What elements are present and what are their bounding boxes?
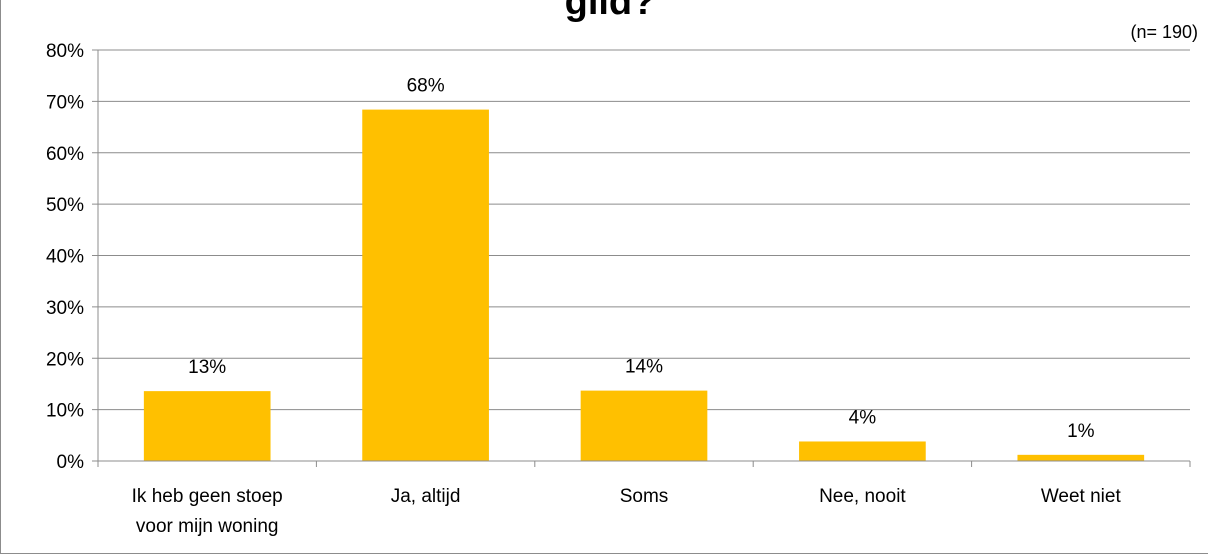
y-tick-label: 80% xyxy=(46,41,84,62)
category-label: Soms xyxy=(620,486,669,507)
sample-size-note: (n= 190) xyxy=(1130,22,1198,42)
data-labels: 13% 68% 14% 4% 1% xyxy=(188,76,1094,442)
y-tick-label: 40% xyxy=(46,247,84,268)
chart-title: gild? xyxy=(565,0,656,23)
y-tick-label: 30% xyxy=(46,298,84,319)
y-tick-label: 60% xyxy=(46,144,84,165)
y-tick-label: 50% xyxy=(46,195,84,216)
data-label: 68% xyxy=(407,76,445,97)
category-label: Weet niet xyxy=(1041,486,1122,507)
category-label: Ja, altijd xyxy=(391,486,461,507)
bar xyxy=(362,109,489,461)
bar xyxy=(580,390,708,461)
y-tick-label: 0% xyxy=(57,452,85,473)
category-label: Ik heb geen stoep voor mijn woning xyxy=(132,486,283,537)
category-label: Nee, nooit xyxy=(819,486,906,507)
x-axis xyxy=(97,50,1191,467)
bar xyxy=(143,391,271,461)
y-axis-ticks: 0% 10% 20% 30% 40% 50% 60% 70% 80% xyxy=(46,41,98,473)
y-tick-label: 70% xyxy=(46,92,84,113)
category-labels: Ik heb geen stoep voor mijn woning Ja, alt… xyxy=(132,486,1122,537)
bar xyxy=(799,441,926,461)
data-label: 4% xyxy=(849,407,877,428)
y-tick-label: 20% xyxy=(46,349,84,370)
bar xyxy=(1017,454,1145,461)
bars xyxy=(143,109,1145,461)
data-label: 1% xyxy=(1067,421,1095,442)
data-label: 14% xyxy=(625,357,663,378)
y-tick-label: 10% xyxy=(46,401,84,422)
data-label: 13% xyxy=(188,357,226,378)
